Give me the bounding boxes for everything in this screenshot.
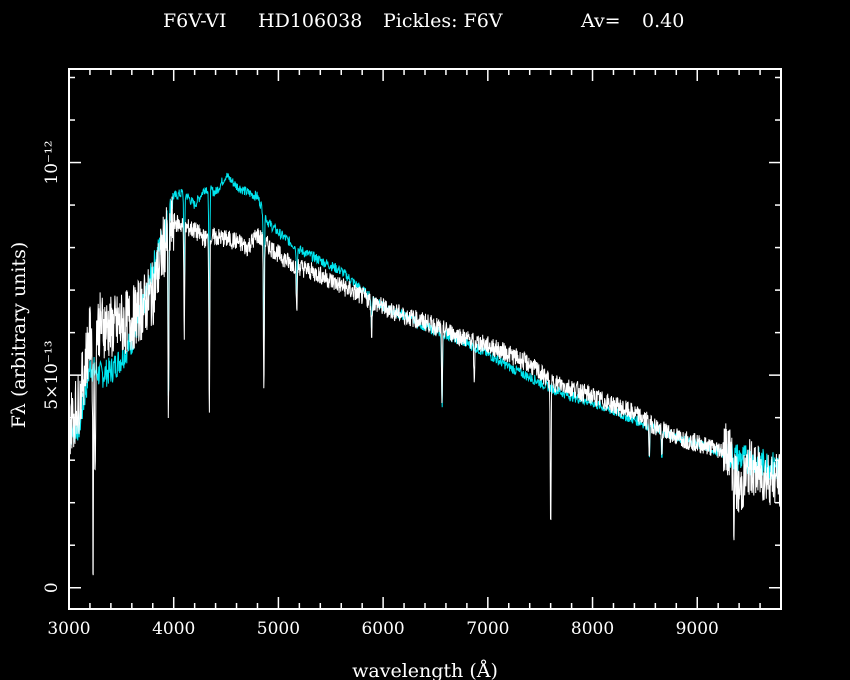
x-axis-label: wavelength (Å): [352, 660, 498, 680]
y-tick-label: 5×10⁻¹³: [42, 340, 62, 409]
x-tick-label: 5000: [257, 619, 300, 639]
axes-layer: 3000 4000 5000 6000 7000 8000 9000 0 5×10⁻¹³ 10⁻¹…: [42, 68, 782, 639]
title-type: F6V-VI: [163, 10, 227, 32]
x-tick-label: 6000: [361, 619, 404, 639]
plot-frame: [68, 68, 782, 610]
data-layer: [68, 172, 782, 576]
title-star: HD106038: [258, 10, 362, 32]
chart-title: F6V-VI HD106038 Pickles: F6V Av= 0.40: [163, 10, 684, 32]
x-tick-label: 4000: [152, 619, 195, 639]
y-tick-label: 10⁻¹²: [42, 140, 62, 184]
title-av-label: Av=: [580, 10, 621, 32]
y-tick-label: 0: [42, 582, 62, 593]
y-axis-label: Fλ (arbitrary units): [8, 242, 30, 429]
title-av-value: 0.40: [642, 10, 684, 32]
series-observed-line: [68, 196, 782, 576]
x-tick-label: 9000: [676, 619, 719, 639]
x-tick-label: 3000: [47, 619, 90, 639]
x-tick-label: 8000: [571, 619, 614, 639]
title-template: Pickles: F6V: [383, 10, 503, 32]
x-tick-label: 7000: [466, 619, 509, 639]
